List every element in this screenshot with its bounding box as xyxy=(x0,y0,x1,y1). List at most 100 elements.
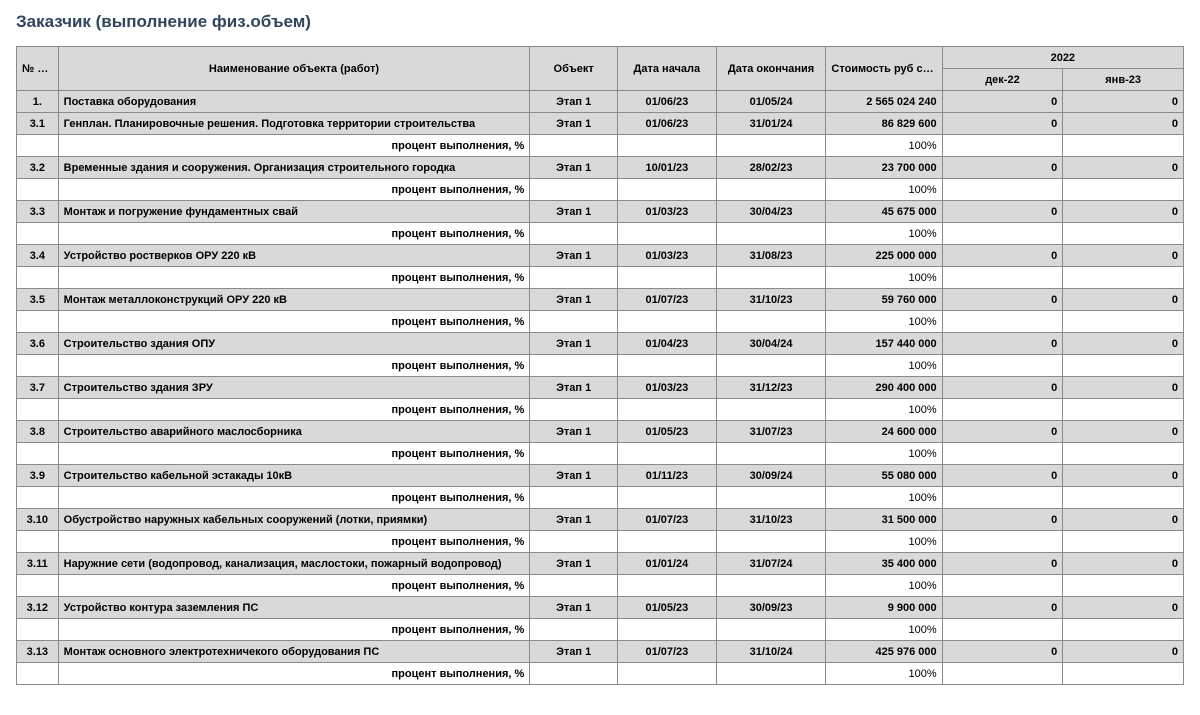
cell-num xyxy=(17,311,59,333)
cell-name: Монтаж и погружение фундаментных свай xyxy=(58,201,530,223)
cell-object: Этап 1 xyxy=(530,553,618,575)
cell-m1: 0 xyxy=(942,157,1063,179)
cell-m1 xyxy=(942,619,1063,641)
cell-object xyxy=(530,663,618,685)
cell-m1: 0 xyxy=(942,421,1063,443)
cell-cost: 157 440 000 xyxy=(826,333,942,355)
cell-start: 01/07/23 xyxy=(618,641,717,663)
cell-name: Монтаж металлоконструкций ОРУ 220 кВ xyxy=(58,289,530,311)
cell-num xyxy=(17,575,59,597)
cell-m1: 0 xyxy=(942,641,1063,663)
cell-m1: 0 xyxy=(942,465,1063,487)
table-row-pct: процент выполнения, %100% xyxy=(17,311,1184,333)
cell-m2 xyxy=(1063,619,1184,641)
cell-name: Устройство ростверков ОРУ 220 кВ xyxy=(58,245,530,267)
cell-pct-label: процент выполнения, % xyxy=(58,311,530,333)
cell-pct: 100% xyxy=(826,399,942,421)
cell-start xyxy=(618,487,717,509)
cell-num xyxy=(17,663,59,685)
cell-pct: 100% xyxy=(826,619,942,641)
cell-num: 3.9 xyxy=(17,465,59,487)
cell-object: Этап 1 xyxy=(530,509,618,531)
cell-cost: 225 000 000 xyxy=(826,245,942,267)
cell-start xyxy=(618,399,717,421)
cell-object xyxy=(530,311,618,333)
cell-m1 xyxy=(942,355,1063,377)
table-row-pct: процент выполнения, %100% xyxy=(17,619,1184,641)
header-start: Дата начала xyxy=(618,47,717,91)
cell-m1 xyxy=(942,311,1063,333)
header-object: Объект xyxy=(530,47,618,91)
table-row: 3.4Устройство ростверков ОРУ 220 кВЭтап … xyxy=(17,245,1184,267)
cell-m2: 0 xyxy=(1063,641,1184,663)
cell-cost: 45 675 000 xyxy=(826,201,942,223)
cell-start xyxy=(618,135,717,157)
cell-cost: 24 600 000 xyxy=(826,421,942,443)
cell-end: 31/08/23 xyxy=(716,245,826,267)
cell-cost: 35 400 000 xyxy=(826,553,942,575)
cell-m1: 0 xyxy=(942,113,1063,135)
cell-pct-label: процент выполнения, % xyxy=(58,267,530,289)
cell-object: Этап 1 xyxy=(530,333,618,355)
cell-start: 01/07/23 xyxy=(618,289,717,311)
cell-start: 01/03/23 xyxy=(618,245,717,267)
cell-m1: 0 xyxy=(942,289,1063,311)
cell-object xyxy=(530,575,618,597)
cell-start: 01/11/23 xyxy=(618,465,717,487)
cell-start xyxy=(618,223,717,245)
cell-end: 31/07/24 xyxy=(716,553,826,575)
cell-m2 xyxy=(1063,399,1184,421)
cell-m2: 0 xyxy=(1063,509,1184,531)
cell-m1: 0 xyxy=(942,553,1063,575)
table-row-pct: процент выполнения, %100% xyxy=(17,487,1184,509)
cell-object xyxy=(530,355,618,377)
cell-m2 xyxy=(1063,223,1184,245)
cell-start: 10/01/23 xyxy=(618,157,717,179)
cell-start xyxy=(618,619,717,641)
header-end: Дата окончания xyxy=(716,47,826,91)
cell-pct: 100% xyxy=(826,223,942,245)
cell-num: 3.3 xyxy=(17,201,59,223)
cell-pct-label: процент выполнения, % xyxy=(58,355,530,377)
cell-start: 01/01/24 xyxy=(618,553,717,575)
table-row-pct: процент выполнения, % 100% xyxy=(17,223,1184,245)
cell-start: 01/06/23 xyxy=(618,113,717,135)
cell-end xyxy=(716,135,826,157)
table-row-pct: процент выполнения, %100% xyxy=(17,135,1184,157)
cell-num: 3.2 xyxy=(17,157,59,179)
cell-end: 01/05/24 xyxy=(716,91,826,113)
cell-cost: 23 700 000 xyxy=(826,157,942,179)
table-row-pct: процент выполнения, %100% xyxy=(17,355,1184,377)
cell-pct: 100% xyxy=(826,663,942,685)
cell-object: Этап 1 xyxy=(530,245,618,267)
cell-m2 xyxy=(1063,355,1184,377)
cell-num: 3.11 xyxy=(17,553,59,575)
cell-pct: 100% xyxy=(826,487,942,509)
table-row: 3.9Строительство кабельной эстакады 10кВ… xyxy=(17,465,1184,487)
cell-object: Этап 1 xyxy=(530,377,618,399)
cell-name: Строительство аварийного маслосборника xyxy=(58,421,530,443)
cell-start xyxy=(618,311,717,333)
cell-end xyxy=(716,311,826,333)
cell-m1 xyxy=(942,267,1063,289)
cell-end xyxy=(716,399,826,421)
cell-start: 01/03/23 xyxy=(618,201,717,223)
table-row: 3.13Монтаж основного электротехничекого … xyxy=(17,641,1184,663)
cell-end xyxy=(716,487,826,509)
cell-pct-label: процент выполнения, % xyxy=(58,223,530,245)
cell-num: 3.13 xyxy=(17,641,59,663)
cell-object xyxy=(530,179,618,201)
table-row: 3.6Строительство здания ОПУЭтап 101/04/2… xyxy=(17,333,1184,355)
cell-end xyxy=(716,663,826,685)
cell-m1 xyxy=(942,443,1063,465)
cell-object xyxy=(530,619,618,641)
cell-m1: 0 xyxy=(942,509,1063,531)
cell-name: Временные здания и сооружения. Организац… xyxy=(58,157,530,179)
table-row: 3.1Генплан. Планировочные решения. Подго… xyxy=(17,113,1184,135)
cell-cost: 425 976 000 xyxy=(826,641,942,663)
cell-start xyxy=(618,355,717,377)
cell-num xyxy=(17,531,59,553)
cell-m1: 0 xyxy=(942,597,1063,619)
cell-object: Этап 1 xyxy=(530,113,618,135)
table-row-pct: процент выполнения, %100% xyxy=(17,663,1184,685)
